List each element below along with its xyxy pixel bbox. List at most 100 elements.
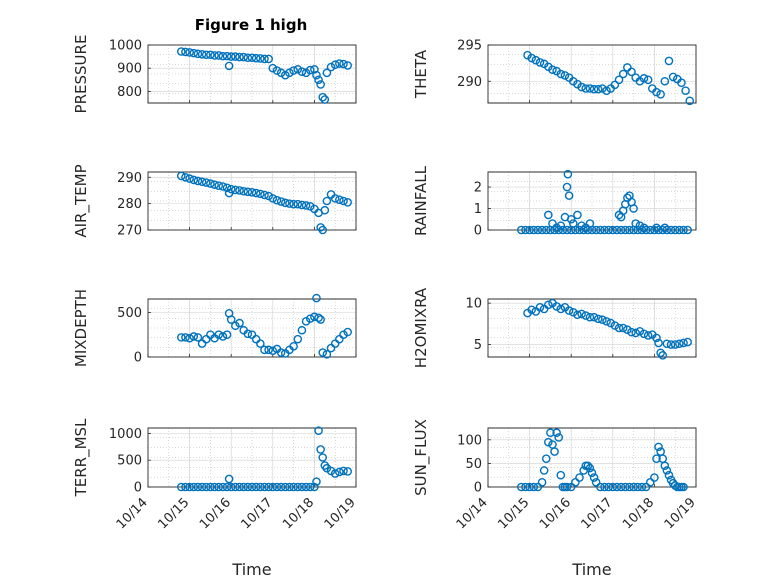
- data-point: [544, 437, 553, 447]
- data-point: [276, 68, 286, 78]
- data-point: [197, 177, 207, 187]
- data-point: [516, 482, 526, 492]
- y-axis-label: MIXDEPTH: [72, 289, 90, 367]
- data-point: [285, 199, 294, 208]
- subplot-6: 5 10 H2OMIXRA: [412, 287, 697, 368]
- data-point: [631, 328, 640, 338]
- data-point: [589, 473, 599, 482]
- data-point: [677, 78, 686, 87]
- data-point: [620, 225, 630, 235]
- data-point: [256, 54, 265, 63]
- plot-border: [487, 427, 697, 488]
- data-point: [314, 426, 323, 435]
- data-point: [260, 54, 269, 64]
- data-point: [650, 225, 659, 235]
- data-point: [537, 225, 547, 235]
- data-point: [251, 188, 261, 198]
- data-point: [625, 482, 634, 492]
- data-point: [256, 482, 265, 492]
- data-point: [670, 481, 680, 490]
- data-point: [185, 174, 194, 183]
- data-point: [641, 225, 651, 235]
- data-point: [343, 467, 352, 476]
- data-point: [189, 48, 199, 58]
- data-point: [604, 482, 613, 492]
- data-point: [546, 428, 555, 438]
- data-point: [268, 346, 278, 356]
- data-point: [289, 66, 298, 75]
- data-point: [533, 482, 543, 492]
- data-point: [272, 482, 282, 492]
- y-tick-label: 100: [457, 433, 482, 448]
- data-point: [658, 351, 668, 360]
- data-point: [598, 84, 607, 93]
- data-point: [660, 223, 670, 233]
- data-point: [591, 477, 601, 487]
- data-point: [566, 214, 576, 224]
- data-point: [550, 447, 559, 456]
- data-point: [251, 53, 261, 63]
- x-tick-label: 10/15: [495, 495, 532, 532]
- data-point: [579, 225, 588, 235]
- x-tick-label: 10/14: [114, 495, 151, 532]
- data-point: [606, 318, 616, 328]
- data-point: [556, 69, 566, 79]
- y-tick-label: 0: [474, 481, 482, 496]
- data-point: [280, 198, 290, 208]
- data-point: [235, 318, 244, 328]
- data-point: [222, 183, 232, 193]
- data-point: [206, 50, 215, 60]
- data-point: [181, 482, 190, 492]
- data-point: [637, 225, 647, 235]
- data-point: [276, 197, 286, 206]
- y-tick-label: 500: [117, 454, 142, 469]
- data-point: [552, 428, 561, 438]
- data-point: [297, 482, 307, 492]
- data-point: [556, 221, 566, 231]
- data-point: [635, 221, 645, 231]
- data-point: [201, 482, 211, 492]
- x-axis-label: Time: [571, 560, 611, 579]
- plot-area: [147, 171, 357, 231]
- data-point: [268, 482, 278, 492]
- data-point: [339, 466, 348, 476]
- data-point: [222, 330, 232, 339]
- data-point: [243, 53, 253, 63]
- data-point: [656, 90, 665, 99]
- x-tick-label: 10/18: [280, 495, 317, 532]
- data-point: [650, 473, 659, 482]
- data-point: [316, 445, 325, 454]
- data-point: [189, 175, 199, 185]
- data-point: [652, 333, 661, 343]
- data-point: [683, 225, 692, 235]
- data-point: [662, 339, 672, 349]
- data-point: [668, 72, 678, 82]
- data-point: [629, 204, 638, 213]
- data-point: [564, 306, 574, 315]
- data-point: [612, 482, 622, 492]
- x-tick-label: 10/16: [537, 495, 574, 532]
- data-point: [218, 332, 228, 341]
- data-point: [652, 87, 661, 97]
- data-point: [679, 225, 688, 235]
- data-point: [256, 189, 265, 199]
- data-point: [662, 466, 672, 475]
- data-point: [280, 482, 290, 492]
- data-point: [193, 49, 203, 59]
- plot-border: [147, 44, 357, 104]
- data-point: [625, 225, 634, 235]
- data-point: [243, 187, 253, 197]
- data-point: [301, 482, 311, 492]
- data-point: [206, 179, 215, 188]
- data-point: [189, 332, 199, 341]
- data-point: [643, 75, 653, 85]
- data-point: [575, 473, 584, 482]
- data-point: [293, 199, 303, 209]
- data-point: [620, 482, 630, 492]
- plot-border: [487, 298, 697, 358]
- y-axis-label: RAINFALL: [412, 165, 430, 236]
- data-point: [206, 482, 215, 492]
- data-point: [654, 442, 663, 452]
- data-point: [335, 195, 344, 204]
- data-point: [541, 454, 551, 463]
